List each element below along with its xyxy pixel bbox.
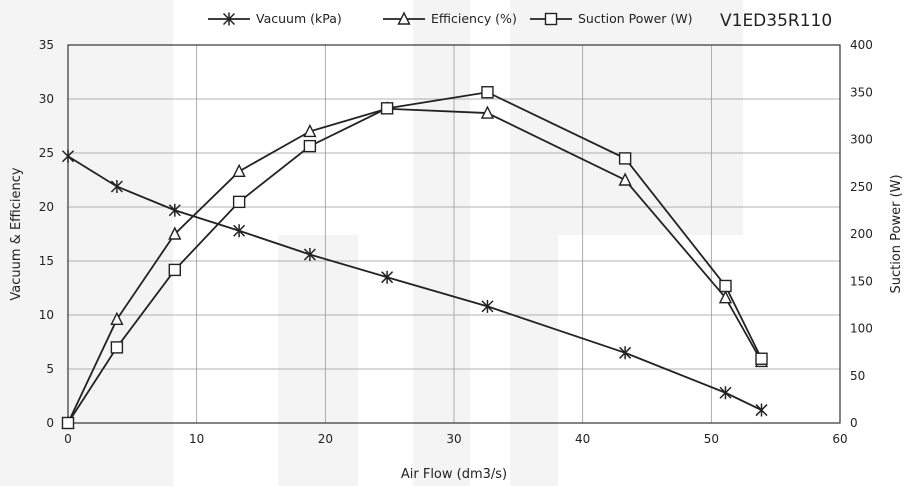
legend-marker xyxy=(222,12,236,26)
data-point-efficiency xyxy=(303,123,317,138)
series-line-efficiency xyxy=(67,107,763,424)
chart-title: V1ED35R110 xyxy=(720,11,832,31)
data-point-vacuum xyxy=(233,224,246,238)
y-axis-title: Vacuum & Efficiency xyxy=(9,167,24,300)
plot-frame xyxy=(67,44,841,424)
data-point-vacuum xyxy=(619,346,632,360)
y2-tick-label: 350 xyxy=(850,85,873,99)
watermark-gap-1 xyxy=(173,0,358,235)
legend-label: Efficiency (%) xyxy=(431,11,517,26)
data-point-vacuum xyxy=(168,203,181,217)
data-point-suction-power xyxy=(168,263,181,277)
x-tick-label: 0 xyxy=(64,432,72,446)
data-point-vacuum xyxy=(61,149,75,163)
y2-tick-label: 50 xyxy=(850,369,865,383)
data-point-efficiency xyxy=(232,163,246,178)
data-point-suction-power xyxy=(232,195,246,209)
legend-entry-efficiency: Efficiency (%) xyxy=(383,11,517,26)
x-tick-label: 10 xyxy=(189,432,204,446)
data-point-suction-power xyxy=(61,416,75,430)
y2-tick-label: 400 xyxy=(850,38,873,52)
x-tick-label: 50 xyxy=(704,432,719,446)
legend-marker xyxy=(544,12,558,26)
y-tick-label: 30 xyxy=(39,92,54,106)
data-point-vacuum xyxy=(303,248,316,262)
data-point-efficiency xyxy=(480,105,495,119)
y2-tick-label: 150 xyxy=(850,274,873,288)
watermark-gap-3 xyxy=(358,0,413,486)
legend-label: Suction Power (W) xyxy=(578,11,693,26)
y2-axis-title: Suction Power (W) xyxy=(889,174,904,293)
data-point-suction-power xyxy=(303,139,317,153)
grid xyxy=(68,45,840,423)
watermark-gap-5 xyxy=(558,235,743,486)
series-line-vacuum xyxy=(67,155,762,411)
data-point-suction-power xyxy=(481,86,494,99)
watermark-gap-4 xyxy=(470,0,510,486)
data-point-suction-power xyxy=(110,341,124,354)
y-tick-label: 5 xyxy=(46,362,54,376)
y-tick-label: 15 xyxy=(39,254,54,268)
y2-tick-label: 0 xyxy=(850,416,858,430)
data-point-efficiency xyxy=(168,226,182,240)
data-point-vacuum xyxy=(110,179,123,193)
data-point-efficiency xyxy=(618,172,632,186)
legend-entry-vacuum: Vacuum (kPa) xyxy=(208,11,342,26)
x-tick-label: 30 xyxy=(446,432,461,446)
data-point-efficiency xyxy=(718,290,733,304)
y-tick-label: 10 xyxy=(39,308,54,322)
y2-tick-label: 200 xyxy=(850,227,873,241)
data-point-vacuum xyxy=(481,299,494,313)
x-axis-title: Air Flow (dm3/s) xyxy=(401,467,507,482)
legend: Vacuum (kPa) Efficiency (%) Suction Power … xyxy=(208,11,693,26)
data-point-vacuum xyxy=(719,386,732,400)
series-layer xyxy=(61,86,769,430)
y-tick-label: 25 xyxy=(39,146,54,160)
data-point-vacuum xyxy=(755,403,768,417)
x-axis-ticks: 0 10 20 30 40 50 60 xyxy=(64,432,847,446)
x-tick-label: 60 xyxy=(832,432,847,446)
series-vacuum xyxy=(61,149,768,417)
watermark-gap-2 xyxy=(173,235,278,486)
y-tick-label: 35 xyxy=(39,38,54,52)
series-line-suction-power xyxy=(67,91,763,424)
y-axis-ticks: 0 5 10 15 20 25 30 35 xyxy=(39,38,54,430)
x-tick-label: 40 xyxy=(575,432,590,446)
x-tick-label: 20 xyxy=(318,432,333,446)
legend-entry-suction-power: Suction Power (W) xyxy=(530,11,693,26)
y2-axis-ticks: 0 50 100 150 200 250 300 350 400 xyxy=(850,38,873,430)
y-tick-label: 0 xyxy=(46,416,54,430)
watermark-gap-6 xyxy=(743,0,907,486)
data-point-suction-power xyxy=(380,102,394,115)
data-point-efficiency xyxy=(110,311,124,326)
data-point-suction-power xyxy=(755,352,768,365)
y2-tick-label: 100 xyxy=(850,322,873,336)
legend-marker xyxy=(397,11,411,25)
data-point-vacuum xyxy=(381,270,394,284)
y2-tick-label: 250 xyxy=(850,180,873,194)
y-tick-label: 20 xyxy=(39,200,54,214)
y2-tick-label: 300 xyxy=(850,133,873,147)
data-point-suction-power xyxy=(719,279,732,293)
data-point-suction-power xyxy=(618,152,632,165)
series-suction-power xyxy=(61,86,768,430)
legend-label: Vacuum (kPa) xyxy=(256,11,342,26)
